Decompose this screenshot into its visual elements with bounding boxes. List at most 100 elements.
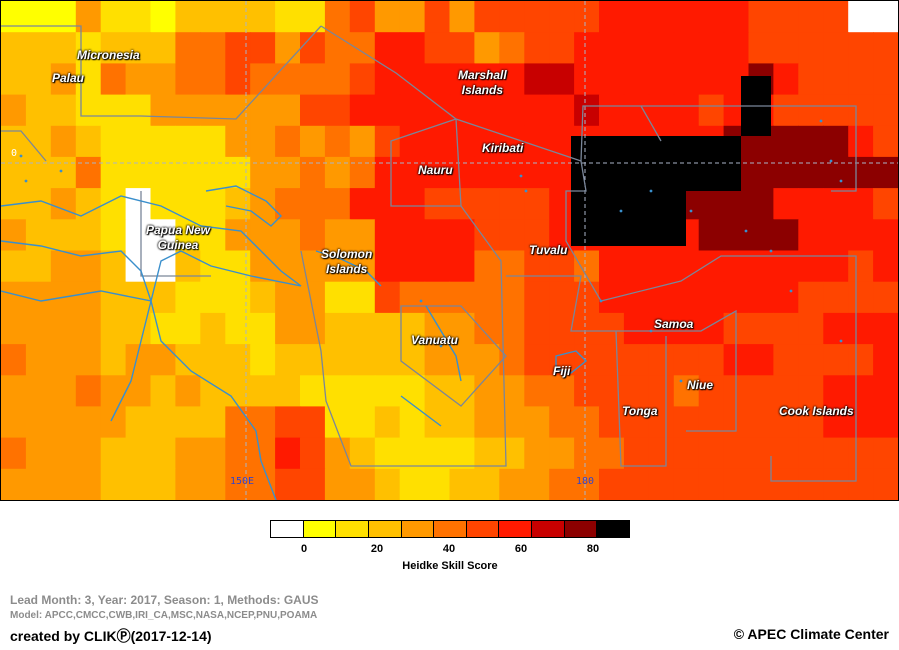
grid-cell	[200, 94, 226, 127]
grid-cell	[623, 375, 650, 408]
grid-cell	[1, 406, 27, 439]
grid-cell	[349, 312, 376, 345]
grid-cell	[673, 1, 700, 33]
legend-swatch	[401, 521, 435, 537]
grid-cell	[798, 437, 824, 470]
grid-cell	[599, 94, 625, 127]
grid-cell	[823, 437, 849, 470]
island	[59, 169, 63, 173]
coastline	[110, 300, 152, 422]
grid-cell	[175, 312, 201, 345]
grid-cell	[599, 63, 625, 96]
grid-cell	[125, 281, 152, 314]
grid-cell	[150, 375, 176, 408]
legend-swatch	[271, 521, 304, 537]
grid-cell	[200, 281, 226, 314]
grid-cell	[150, 125, 176, 158]
grid-cell	[349, 188, 376, 220]
grid-cell	[225, 281, 251, 314]
grid-cell	[798, 281, 824, 314]
grid-cell	[250, 94, 276, 127]
grid-cell	[275, 125, 301, 158]
grid-cell	[673, 94, 700, 127]
grid-cell	[723, 437, 750, 470]
grid-cell	[698, 468, 725, 500]
grid-cell	[474, 468, 500, 500]
grid-cell	[848, 312, 874, 345]
grid-cell	[175, 32, 201, 64]
coastline	[425, 305, 462, 382]
grid-cell	[549, 219, 575, 252]
grid-cell	[324, 281, 351, 314]
grid-cell	[748, 281, 774, 314]
grid-cell	[549, 468, 575, 500]
grid-cell	[449, 63, 475, 96]
grid-cell	[848, 1, 874, 33]
grid-cell	[399, 188, 426, 220]
grid-cell	[25, 94, 52, 127]
grid-cell	[175, 94, 201, 127]
grid-cell	[823, 344, 849, 376]
grid-cell	[150, 156, 176, 189]
grid-cell	[1, 281, 27, 314]
grid-cell	[175, 63, 201, 96]
grid-cell	[300, 188, 326, 220]
grid-cell	[275, 156, 301, 189]
grid-cell	[75, 125, 102, 158]
grid-cell	[175, 437, 201, 470]
grid-cell	[200, 156, 226, 189]
grid-cell	[648, 281, 675, 314]
grid-cell	[574, 406, 600, 439]
grid-cell	[623, 406, 650, 439]
grid-cell	[549, 1, 575, 33]
grid-cell	[823, 468, 849, 500]
grid-cell	[773, 94, 799, 127]
grid-cell	[75, 219, 102, 252]
grid-cell	[424, 375, 451, 408]
grid-cell	[100, 32, 127, 64]
grid-cell	[100, 125, 127, 158]
legend-swatch	[532, 521, 565, 537]
label-kiribati: Kiribati	[482, 141, 524, 155]
eez-boundary	[400, 305, 507, 407]
grid-cell	[324, 406, 351, 439]
grid-cell	[798, 63, 824, 96]
grid-cell	[374, 437, 401, 470]
grid-cell	[374, 156, 401, 189]
island	[419, 299, 423, 303]
grid-cell	[200, 406, 226, 439]
label-solomon-islands: Solomon Islands	[321, 247, 373, 276]
grid-cell	[599, 344, 625, 376]
grid-cell	[723, 188, 750, 220]
grid-cell	[798, 94, 824, 127]
grid-cell	[673, 344, 700, 376]
grid-cell	[549, 312, 575, 345]
grid-cell	[748, 219, 774, 252]
label-samoa: Samoa	[654, 317, 694, 331]
label-vanuatu: Vanuatu	[411, 333, 458, 347]
grid-cell	[125, 1, 152, 33]
grid-cell	[1, 32, 27, 64]
grid-cell	[399, 437, 426, 470]
grid-cell	[349, 156, 376, 189]
grid-cell	[574, 281, 600, 314]
grid-cell	[823, 63, 849, 96]
grid-cell	[823, 281, 849, 314]
grid-cell	[324, 188, 351, 220]
grid-cell	[1, 468, 27, 500]
grid-cell	[75, 468, 102, 500]
grid-cell	[698, 437, 725, 470]
grid-cell	[623, 437, 650, 470]
grid-cell	[549, 250, 575, 283]
grid-cell	[150, 468, 176, 500]
grid-cell	[798, 156, 824, 189]
grid-cell	[748, 344, 774, 376]
grid-cell	[474, 250, 500, 283]
eez-boundary	[1, 130, 47, 162]
grid-cell	[250, 437, 276, 470]
grid-cell	[225, 1, 251, 33]
grid-cell	[873, 344, 898, 376]
grid-cell	[275, 63, 301, 96]
grid-cell	[823, 125, 849, 158]
grid-cell	[773, 1, 799, 33]
